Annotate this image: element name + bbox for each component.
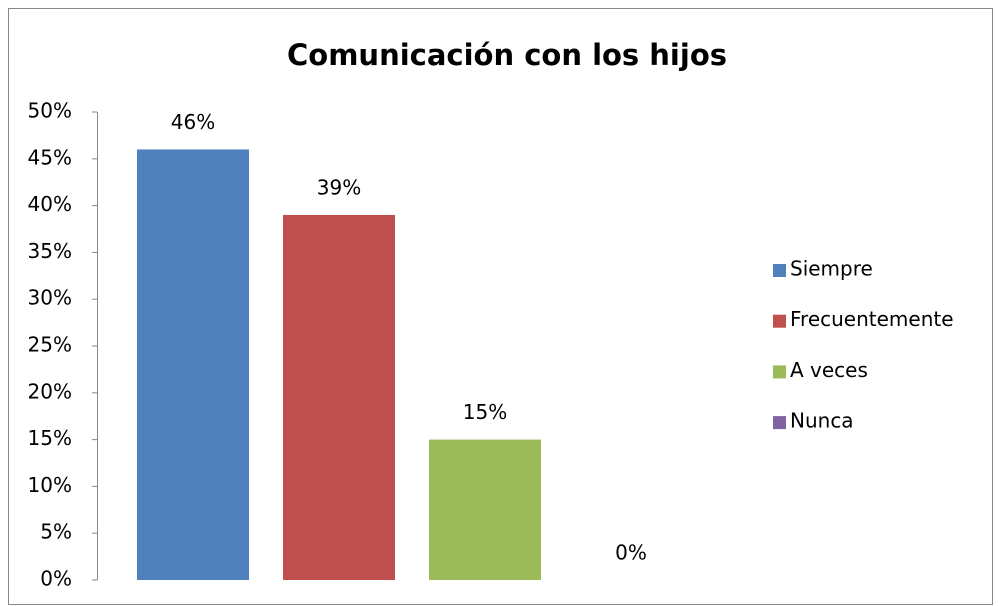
- bar: [429, 439, 541, 580]
- y-tick-label: 15%: [28, 426, 72, 450]
- y-tick-label: 45%: [28, 145, 72, 169]
- y-tick-label: 5%: [40, 520, 72, 544]
- legend-swatch: [773, 416, 786, 430]
- legend-swatch: [773, 264, 786, 277]
- legend-label: Siempre: [790, 257, 873, 281]
- chart-title: Comunicación con los hijos: [287, 38, 727, 72]
- y-tick-label: 40%: [28, 192, 72, 216]
- legend-label: Nunca: [790, 409, 854, 433]
- bar: [137, 149, 249, 580]
- y-tick-label: 0%: [40, 567, 72, 591]
- y-tick-label: 25%: [28, 333, 72, 357]
- y-tick-label: 50%: [28, 99, 72, 123]
- y-tick-label: 30%: [28, 286, 72, 310]
- data-label: 46%: [171, 110, 215, 134]
- data-label: 15%: [463, 400, 507, 424]
- legend-swatch: [773, 314, 786, 328]
- bar: [283, 214, 395, 580]
- data-label: 0%: [615, 541, 647, 565]
- y-tick-label: 20%: [28, 379, 72, 403]
- legend-label: A veces: [790, 358, 868, 382]
- y-tick-label: 10%: [28, 473, 72, 497]
- y-tick-label: 35%: [28, 239, 72, 263]
- legend-swatch: [773, 365, 786, 379]
- data-label: 39%: [317, 175, 361, 199]
- legend-label: Frecuentemente: [790, 307, 954, 331]
